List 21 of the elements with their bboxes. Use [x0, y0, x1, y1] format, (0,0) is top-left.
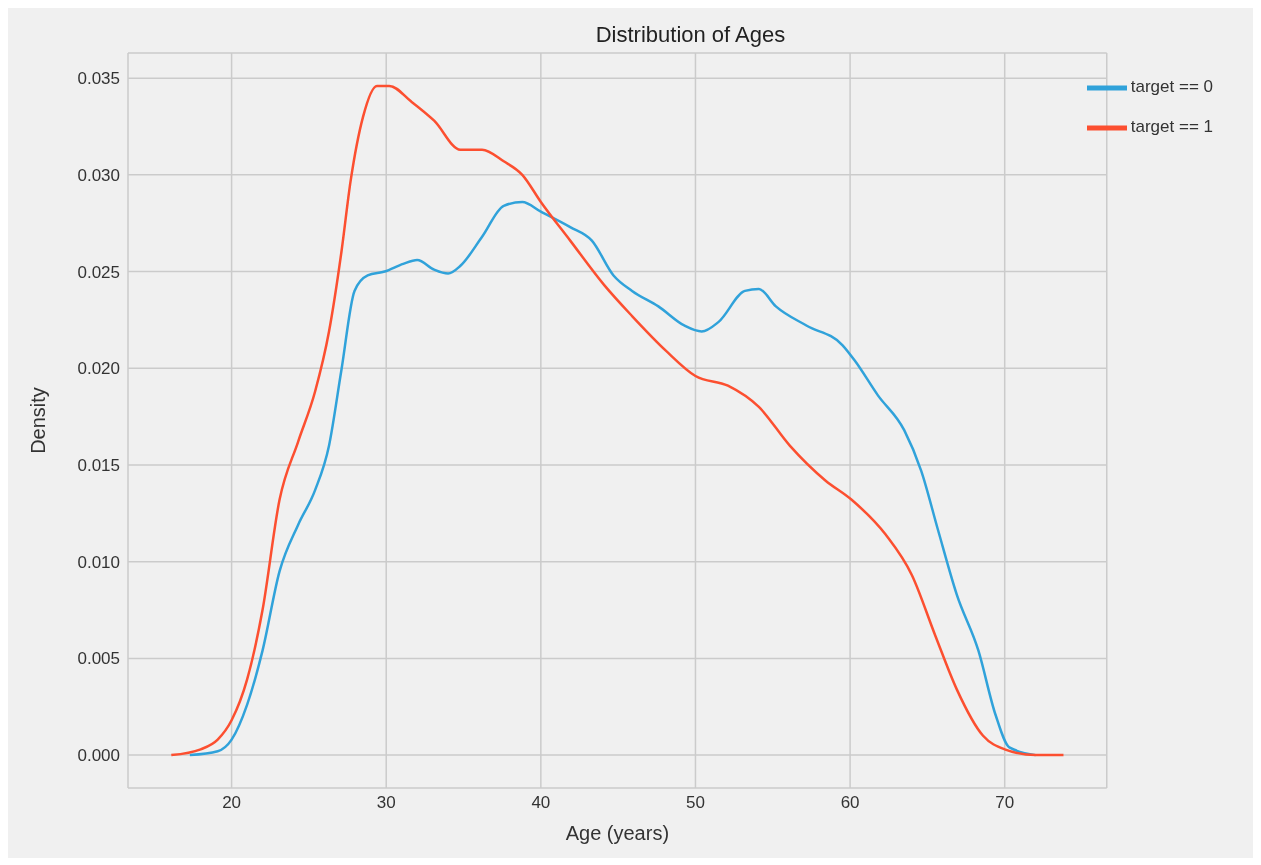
- y-tick-label: 0.025: [77, 262, 120, 282]
- x-axis-title: Age (years): [565, 822, 670, 844]
- y-tick-label: 0.030: [77, 165, 120, 185]
- x-tick-label: 40: [531, 793, 551, 813]
- y-tick-label: 0.035: [77, 69, 120, 89]
- line-series: [170, 84, 1065, 757]
- y-tick-label: 0.020: [77, 359, 120, 379]
- line-series: [188, 200, 1037, 757]
- x-tick-label: 50: [686, 793, 705, 813]
- x-tick-label: 70: [995, 793, 1015, 813]
- x-tick-label: 60: [840, 793, 860, 813]
- x-tick-label: 30: [376, 793, 396, 813]
- y-tick-label: 0.000: [77, 746, 120, 766]
- legend-label: target == 0: [1130, 77, 1213, 97]
- chart-title: Distribution of Ages: [594, 22, 787, 48]
- y-tick-label: 0.005: [77, 649, 120, 669]
- y-tick-label: 0.015: [77, 456, 120, 476]
- y-tick-label: 0.010: [77, 552, 120, 572]
- legend-label: target == 1: [1130, 117, 1213, 137]
- x-tick-label: 20: [222, 793, 242, 813]
- y-axis-title: Density: [27, 387, 50, 454]
